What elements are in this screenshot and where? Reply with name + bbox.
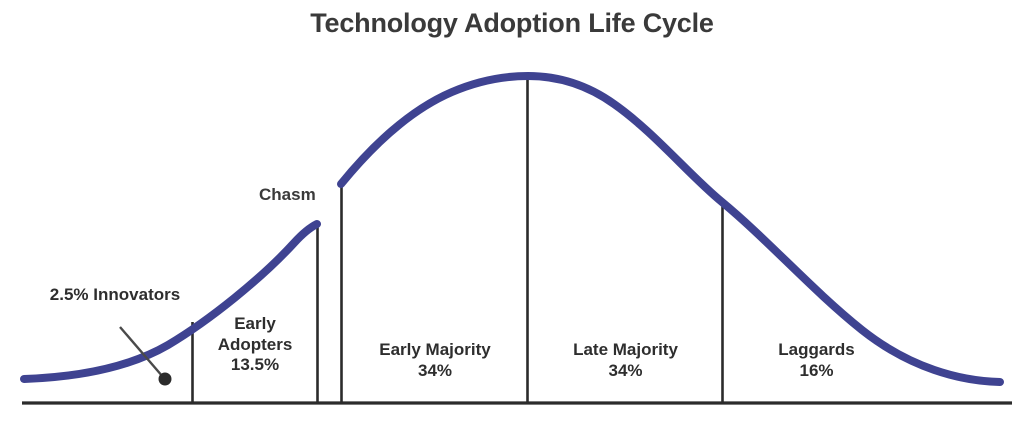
callout-endpoint-dot (158, 372, 172, 386)
segment-label-late-majority: Late Majority 34% (529, 340, 722, 381)
segment-label-laggards-percent: 16% (799, 360, 834, 380)
segment-label-early-adopters: Early Adopters 13.5% (195, 314, 315, 376)
bell-curve-left-segment (20, 220, 321, 383)
segment-label-early-majority: Early Majority 34% (343, 340, 527, 381)
segment-label-late-majority-percent: 34% (608, 360, 643, 380)
segment-label-early-adopters-percent: 13.5% (230, 355, 280, 375)
segment-label-early-majority-percent: 34% (417, 360, 453, 380)
segment-label-early-majority-line1: Early Majority (379, 340, 491, 359)
segment-label-early-adopters-line1: Early (234, 314, 276, 333)
page-title: Technology Adoption Life Cycle (310, 8, 714, 38)
callout-innovators: 2.5% Innovators (40, 284, 190, 305)
callout-innovators-name: Innovators (93, 285, 181, 304)
chasm-annotation: Chasm (259, 185, 316, 204)
bell-curve-right-segment (337, 72, 1004, 386)
segment-label-laggards-line1: Laggards (778, 340, 855, 359)
segment-label-laggards: Laggards 16% (724, 340, 909, 381)
callout-innovators-percent: 2.5% (49, 285, 89, 304)
segment-label-early-adopters-line2: Adopters (217, 334, 293, 354)
segment-label-late-majority-line1: Late Majority (573, 340, 678, 359)
callout-leader-line (119, 326, 164, 378)
